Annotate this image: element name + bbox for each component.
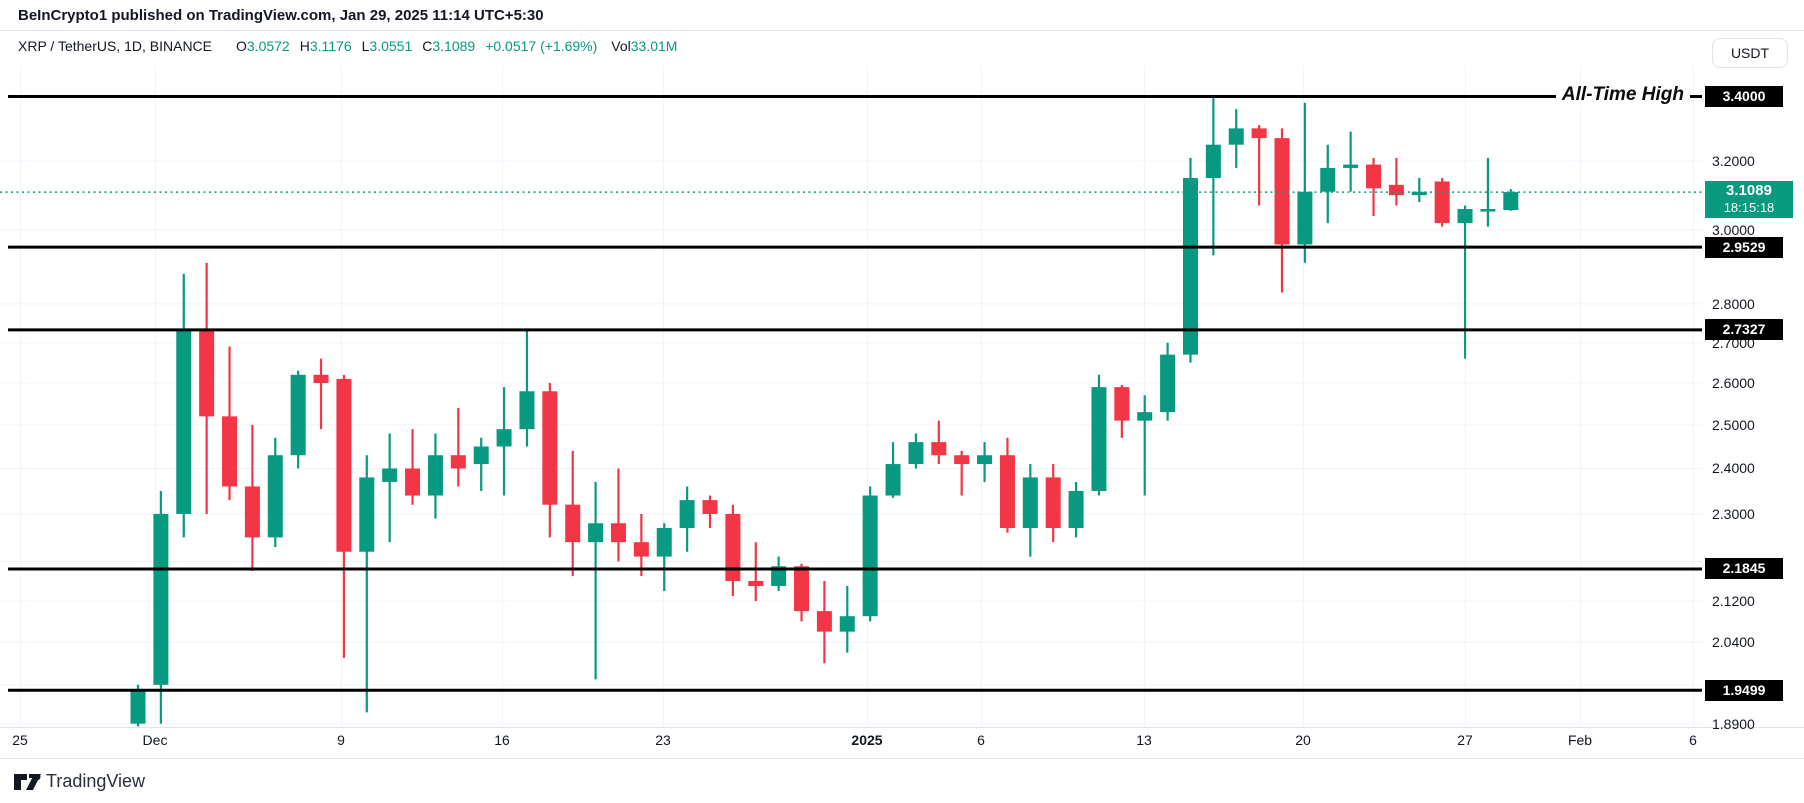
level-price-tag: 1.9499	[1705, 679, 1783, 701]
level-price-tag: 2.7327	[1705, 319, 1783, 341]
time-tick-label: 20	[1295, 732, 1311, 748]
time-tick-label: 6	[977, 732, 985, 748]
time-tick-label: 23	[655, 732, 671, 748]
price-tick-label: 2.4000	[1712, 460, 1755, 477]
time-tick-label: 6	[1689, 732, 1697, 748]
low-label: L	[361, 38, 370, 54]
all-time-high-annotation[interactable]: All-Time High	[1555, 84, 1690, 106]
close-label: C	[422, 38, 433, 54]
currency-toggle-button[interactable]: USDT	[1712, 38, 1788, 68]
volume-label: Vol	[611, 38, 631, 54]
publish-attribution-text: BeInCrypto1 published on TradingView.com…	[18, 7, 544, 24]
open-value: 3.0572	[246, 38, 290, 54]
level-price-tag: 3.4000	[1705, 86, 1783, 107]
bar-countdown: 18:15:18	[1723, 200, 1775, 216]
time-tick-label: 16	[494, 732, 510, 748]
chart-legend: XRP / TetherUS, 1D, BINANCE O3.0572 H3.117…	[18, 38, 677, 58]
change-value: +0.0517 (+1.69%)	[485, 38, 598, 54]
close-value: 3.1089	[432, 38, 476, 54]
price-tick-label: 2.1200	[1712, 592, 1755, 609]
high-value: 3.1176	[309, 38, 352, 54]
price-tick-label: 2.0400	[1712, 634, 1755, 651]
level-price-tag: 2.1845	[1705, 558, 1783, 580]
price-tick-label: 2.3000	[1712, 505, 1755, 522]
time-tick-label: 9	[337, 732, 345, 748]
time-tick-label: 27	[1457, 732, 1473, 748]
high-label: H	[299, 38, 310, 54]
tradingview-footer: TradingView	[0, 758, 1804, 803]
price-tick-label: 2.8000	[1712, 295, 1755, 312]
time-tick-label: 2025	[851, 732, 883, 748]
tradingview-logo-icon[interactable]	[13, 770, 49, 794]
price-tick-label: 1.8900	[1712, 715, 1755, 732]
time-tick-label: Feb	[1567, 732, 1593, 748]
time-tick-label: 25	[12, 732, 28, 748]
price-tick-label: 3.2000	[1712, 153, 1755, 170]
time-tick-label: 13	[1136, 732, 1152, 748]
last-price-value: 3.1089	[1726, 182, 1772, 200]
low-value: 3.0551	[369, 38, 413, 54]
last-price-tag: 3.1089 18:15:18	[1705, 181, 1793, 219]
time-tick-label: Dec	[142, 732, 168, 748]
tradingview-brand-text[interactable]: TradingView	[46, 771, 146, 791]
symbol-title[interactable]: XRP / TetherUS, 1D, BINANCE	[18, 38, 212, 54]
time-axis[interactable]	[0, 727, 1804, 758]
volume-value: 33.01M	[630, 38, 678, 54]
price-tick-label: 2.6000	[1712, 375, 1755, 391]
level-price-tag: 2.9529	[1705, 236, 1783, 258]
price-tick-label: 3.0000	[1712, 222, 1755, 239]
publish-header: BeInCrypto1 published on TradingView.com…	[0, 0, 1804, 31]
price-tick-label: 2.5000	[1712, 416, 1755, 433]
open-label: O	[236, 38, 247, 54]
